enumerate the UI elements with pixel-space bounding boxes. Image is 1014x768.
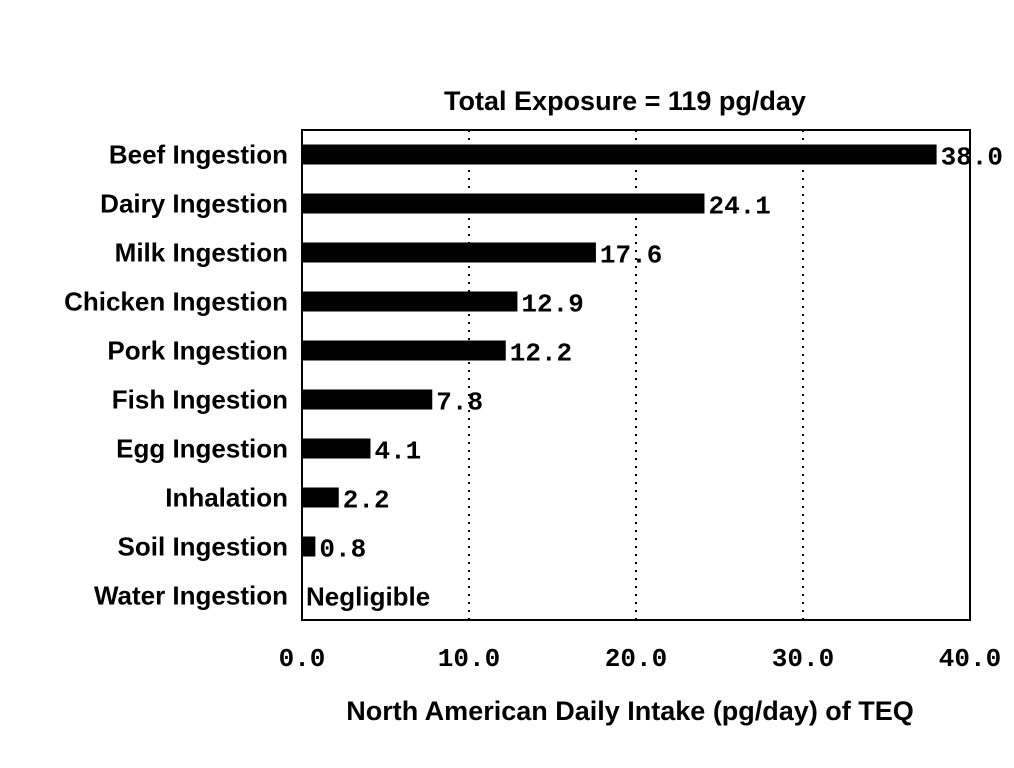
bar xyxy=(302,340,506,361)
category-label: Fish Ingestion xyxy=(112,385,288,415)
category-label: Pork Ingestion xyxy=(107,336,288,366)
bar xyxy=(302,438,371,459)
bar xyxy=(302,193,705,214)
x-tick-label: 30.0 xyxy=(772,644,834,674)
data-label: 12.2 xyxy=(510,339,572,369)
data-label: 38.0 xyxy=(941,143,1003,173)
category-label: Egg Ingestion xyxy=(116,434,288,464)
x-axis-ticks: 0.0 10.0 20.0 30.0 40.0 xyxy=(279,644,1002,674)
bar xyxy=(302,242,596,263)
category-labels: Beef Ingestion Dairy Ingestion Milk Ingest… xyxy=(64,140,288,611)
chart-title: Total Exposure = 119 pg/day xyxy=(444,86,806,116)
category-label: Soil Ingestion xyxy=(118,532,288,562)
bar xyxy=(302,144,937,165)
bar xyxy=(302,389,433,410)
data-label: 2.2 xyxy=(343,486,390,516)
bar xyxy=(302,536,316,557)
category-label: Beef Ingestion xyxy=(109,140,288,170)
category-label: Milk Ingestion xyxy=(115,238,288,268)
category-label: Chicken Ingestion xyxy=(64,287,288,317)
x-tick-label: 10.0 xyxy=(438,644,500,674)
x-axis-title: North American Daily Intake (pg/day) of … xyxy=(346,696,914,726)
x-tick-label: 40.0 xyxy=(939,644,1001,674)
data-label: 4.1 xyxy=(374,437,421,467)
data-label: 24.1 xyxy=(708,192,770,222)
bar xyxy=(302,291,518,312)
category-label: Water Ingestion xyxy=(94,581,288,611)
x-tick-label: 0.0 xyxy=(279,644,326,674)
bar xyxy=(302,487,339,508)
plot-area-frame xyxy=(301,129,971,621)
data-label: 12.9 xyxy=(521,290,583,320)
data-label: 7.8 xyxy=(436,388,483,418)
x-tick-label: 20.0 xyxy=(605,644,667,674)
data-labels: 38.0 24.1 17.6 12.9 12.2 7.8 4.1 2.2 0.8 Negligib… xyxy=(306,143,1003,612)
bars xyxy=(302,144,937,557)
negligible-label: Negligible xyxy=(306,582,430,612)
category-label: Inhalation xyxy=(165,483,288,513)
data-label: 17.6 xyxy=(600,241,662,271)
data-label: 0.8 xyxy=(319,535,366,565)
category-label: Dairy Ingestion xyxy=(100,189,288,219)
